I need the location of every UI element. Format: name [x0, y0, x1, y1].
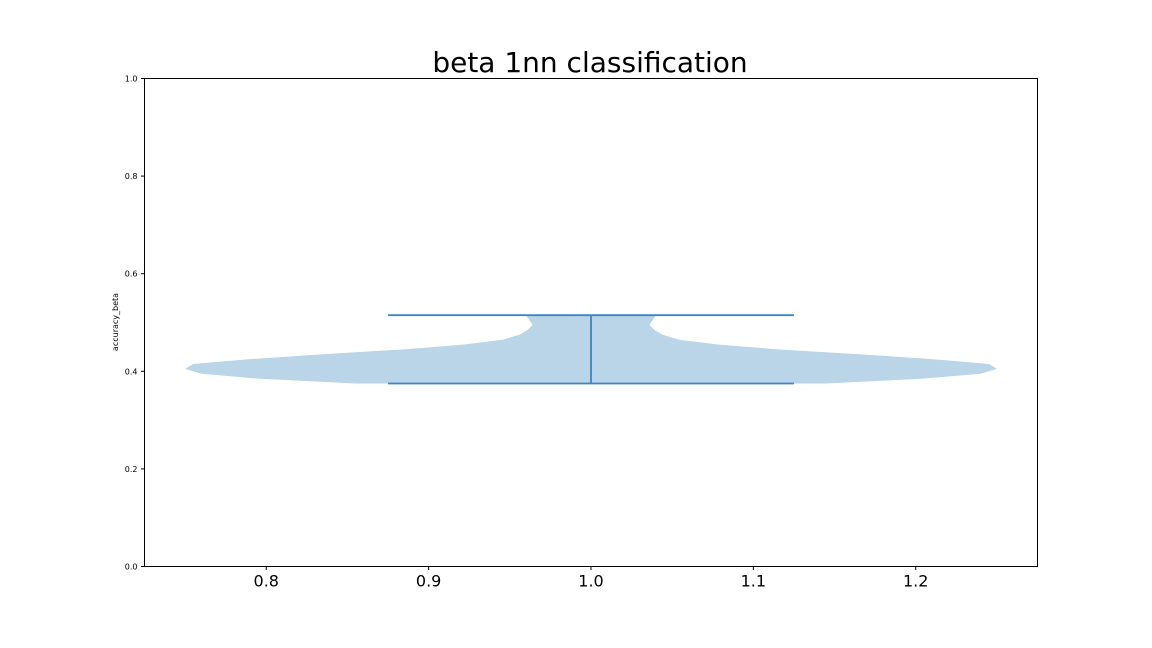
x-tick-label-3: 1.1: [741, 572, 766, 591]
y-tick-label-3: 0.6: [125, 270, 138, 279]
y-axis: 0.0 0.2 0.4 0.6 0.8 1.0: [125, 75, 145, 572]
y-tick-label-2: 0.4: [125, 367, 138, 376]
x-tick-label-1: 0.9: [416, 572, 441, 591]
x-tick-label-0: 0.8: [254, 572, 279, 591]
y-tick-label-0: 0.0: [125, 563, 138, 572]
x-axis: 0.8 0.9 1.0 1.1 1.2: [254, 566, 928, 591]
x-tick-label-2: 1.0: [578, 572, 603, 591]
y-tick-label-5: 1.0: [125, 75, 138, 84]
chart-title: beta 1nn classification: [432, 46, 747, 79]
x-tick-label-4: 1.2: [903, 572, 928, 591]
y-tick-label-1: 0.2: [125, 465, 138, 474]
y-tick-label-4: 0.8: [125, 172, 138, 181]
plot-area: [144, 78, 1038, 567]
y-axis-label: accuracy_beta: [111, 293, 120, 351]
